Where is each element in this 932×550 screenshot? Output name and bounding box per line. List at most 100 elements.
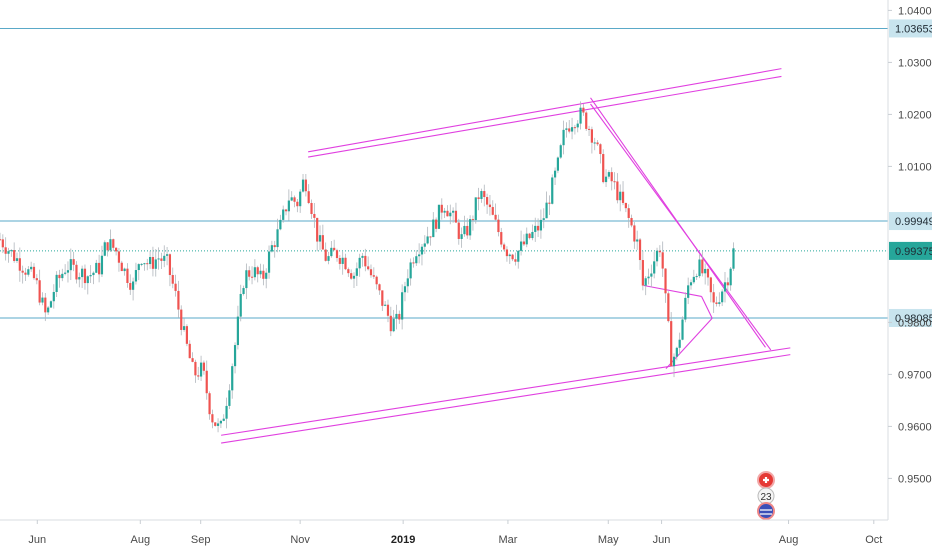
candle-body[interactable] bbox=[233, 345, 237, 367]
candle-body[interactable] bbox=[556, 157, 560, 171]
candle-body[interactable] bbox=[83, 268, 87, 284]
candle-body[interactable] bbox=[398, 313, 401, 320]
candle-body[interactable] bbox=[480, 191, 483, 199]
candle-body[interactable] bbox=[721, 291, 724, 303]
candle-body[interactable] bbox=[514, 259, 517, 262]
candle-body[interactable] bbox=[729, 268, 732, 286]
candle-body[interactable] bbox=[661, 252, 664, 269]
candle-body[interactable] bbox=[270, 245, 273, 252]
candle-body[interactable] bbox=[242, 288, 245, 294]
trendline[interactable] bbox=[643, 284, 702, 297]
candle-body[interactable] bbox=[58, 274, 61, 279]
candle-body[interactable] bbox=[602, 154, 605, 183]
candle-body[interactable] bbox=[182, 326, 186, 330]
candle-body[interactable] bbox=[304, 179, 307, 192]
candle-body[interactable] bbox=[347, 269, 350, 274]
candle-body[interactable] bbox=[253, 267, 256, 278]
candle-body[interactable] bbox=[1, 239, 4, 248]
candle-body[interactable] bbox=[55, 274, 58, 292]
candle-body[interactable] bbox=[568, 128, 571, 132]
candle-body[interactable] bbox=[723, 282, 727, 292]
candle-body[interactable] bbox=[449, 212, 452, 217]
candle-body[interactable] bbox=[364, 255, 367, 267]
candle-body[interactable] bbox=[647, 276, 650, 279]
trendline[interactable] bbox=[701, 296, 713, 319]
candle-body[interactable] bbox=[146, 263, 149, 265]
candle-body[interactable] bbox=[650, 273, 653, 277]
candle-body[interactable] bbox=[205, 370, 208, 394]
candle-body[interactable] bbox=[395, 313, 398, 319]
candle-body[interactable] bbox=[517, 250, 520, 262]
candle-body[interactable] bbox=[265, 272, 268, 279]
candle-body[interactable] bbox=[191, 358, 194, 362]
candle-body[interactable] bbox=[511, 254, 514, 260]
time-axis[interactable]: Jun Aug Sep Nov 2019 Mar May Jun Aug Oct bbox=[28, 520, 882, 546]
candle-body[interactable] bbox=[593, 142, 596, 144]
candle-body[interactable] bbox=[367, 266, 370, 270]
candle-body[interactable] bbox=[259, 270, 262, 275]
candle-body[interactable] bbox=[528, 233, 531, 239]
candle-body[interactable] bbox=[440, 204, 443, 213]
candle-body[interactable] bbox=[0, 239, 2, 241]
candle-body[interactable] bbox=[120, 262, 123, 272]
candle-body[interactable] bbox=[296, 201, 299, 207]
candle-body[interactable] bbox=[570, 127, 574, 132]
candle-body[interactable] bbox=[330, 247, 333, 257]
candle-body[interactable] bbox=[423, 243, 426, 247]
candle-body[interactable] bbox=[607, 172, 610, 177]
candle-body[interactable] bbox=[672, 356, 676, 367]
candle-body[interactable] bbox=[670, 321, 673, 367]
candle-body[interactable] bbox=[47, 307, 50, 313]
candle-body[interactable] bbox=[115, 247, 118, 252]
candle-body[interactable] bbox=[202, 362, 206, 371]
candle-body[interactable] bbox=[321, 235, 324, 250]
candle-body[interactable] bbox=[381, 290, 384, 306]
candle-body[interactable] bbox=[307, 191, 310, 203]
candle-body[interactable] bbox=[565, 128, 568, 130]
candle-body[interactable] bbox=[154, 259, 157, 269]
trendline[interactable] bbox=[590, 103, 772, 351]
candle-body[interactable] bbox=[81, 268, 84, 278]
trendline[interactable] bbox=[221, 347, 791, 436]
candle-body[interactable] bbox=[86, 276, 89, 284]
candle-body[interactable] bbox=[151, 257, 155, 269]
candle-body[interactable] bbox=[276, 229, 279, 248]
candle-body[interactable] bbox=[174, 283, 177, 291]
candle-body[interactable] bbox=[338, 258, 341, 264]
candle-body[interactable] bbox=[420, 246, 424, 255]
candle-body[interactable] bbox=[483, 191, 486, 198]
candle-body[interactable] bbox=[505, 249, 509, 257]
candle-body[interactable] bbox=[715, 302, 718, 304]
candle-body[interactable] bbox=[194, 361, 197, 376]
candle-body[interactable] bbox=[168, 254, 172, 276]
candle-body[interactable] bbox=[667, 293, 670, 322]
candle-body[interactable] bbox=[389, 315, 392, 332]
candle-body[interactable] bbox=[15, 258, 19, 261]
candle-body[interactable] bbox=[378, 284, 381, 291]
candle-body[interactable] bbox=[704, 268, 707, 274]
candle-body[interactable] bbox=[267, 251, 271, 273]
price-axis[interactable]: 1.03653 0.99949 0.99375 0.98085 1.04000 1.030… bbox=[888, 5, 932, 485]
candle-body[interactable] bbox=[248, 270, 251, 277]
candle-body[interactable] bbox=[610, 172, 613, 182]
candle-body[interactable] bbox=[687, 285, 690, 298]
candle-body[interactable] bbox=[137, 264, 140, 271]
candle-body[interactable] bbox=[30, 266, 33, 270]
candle-body[interactable] bbox=[13, 250, 16, 261]
trendline[interactable] bbox=[308, 68, 782, 153]
candle-body[interactable] bbox=[327, 256, 330, 261]
candle-body[interactable] bbox=[415, 256, 418, 264]
candle-body[interactable] bbox=[344, 257, 347, 270]
trendline[interactable] bbox=[308, 75, 782, 158]
candle-body[interactable] bbox=[706, 268, 710, 278]
candle-body[interactable] bbox=[684, 297, 687, 320]
candle-body[interactable] bbox=[250, 276, 254, 278]
candle-body[interactable] bbox=[681, 319, 684, 340]
candle-body[interactable] bbox=[324, 249, 327, 261]
candle-body[interactable] bbox=[123, 268, 126, 272]
candle-body[interactable] bbox=[18, 258, 21, 271]
candle-body[interactable] bbox=[491, 207, 494, 215]
candle-body[interactable] bbox=[446, 210, 449, 217]
candle-body[interactable] bbox=[64, 272, 67, 274]
candle-body[interactable] bbox=[112, 239, 115, 248]
